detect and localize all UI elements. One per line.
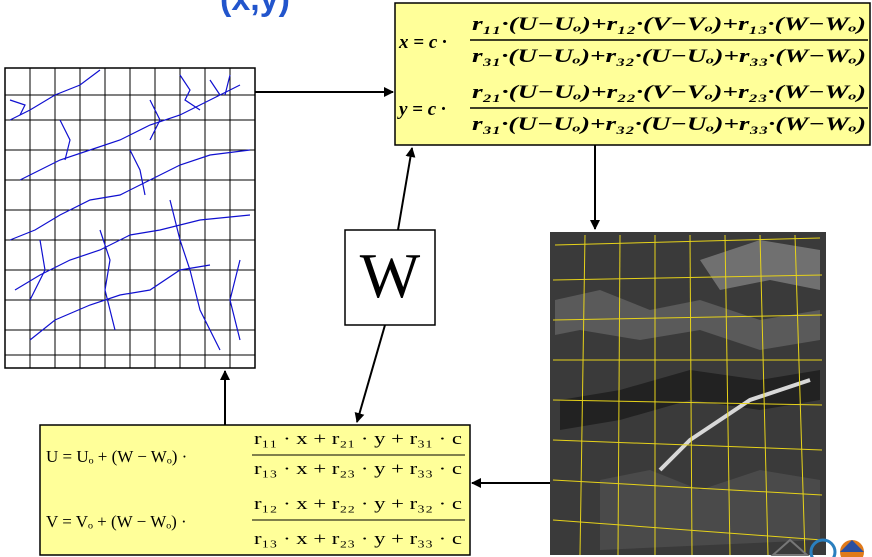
formula-denominator: r₁₃ · x + r₂₃ · y + r₃₃ · c (254, 459, 463, 478)
formula-denominator: r₁₃ · x + r₂₃ · y + r₃₃ · c (254, 529, 463, 548)
title: (x,y) (220, 0, 290, 18)
formula-lhs: U = Uₒ + (W − Wₒ) · (46, 447, 187, 466)
formula-denominator: r₃₁·(U−Uₒ)+r₃₂·(U−Uₒ)+r₃₃·(W−Wₒ) (472, 114, 866, 135)
formula-numerator: r₁₁·(U−Uₒ)+r₁₂·(V−Vₒ)+r₁₃·(W−Wₒ) (472, 14, 866, 35)
formula-denominator: r₃₁·(U−Uₒ)+r₃₂·(U−Uₒ)+r₃₃·(W−Wₒ) (472, 46, 866, 67)
w-label: W (360, 240, 421, 311)
formula-numerator: r₁₁ · x + r₂₁ · y + r₃₁ · c (254, 429, 463, 448)
formula-lhs: y = c · (397, 99, 446, 120)
formula-numerator: r₂₁·(U−Uₒ)+r₂₂·(V−Vₒ)+r₂₃·(W−Wₒ) (472, 82, 866, 103)
formula-lhs: V = Vₒ + (W − Wₒ) · (46, 512, 187, 531)
formula-numerator: r₁₂ · x + r₂₂ · y + r₃₂ · c (254, 494, 463, 513)
diagram: (x,y) x = c · (0, 0, 872, 557)
aerial-image (550, 232, 826, 555)
formula-lhs: x = c · (398, 32, 447, 53)
map (5, 68, 255, 368)
